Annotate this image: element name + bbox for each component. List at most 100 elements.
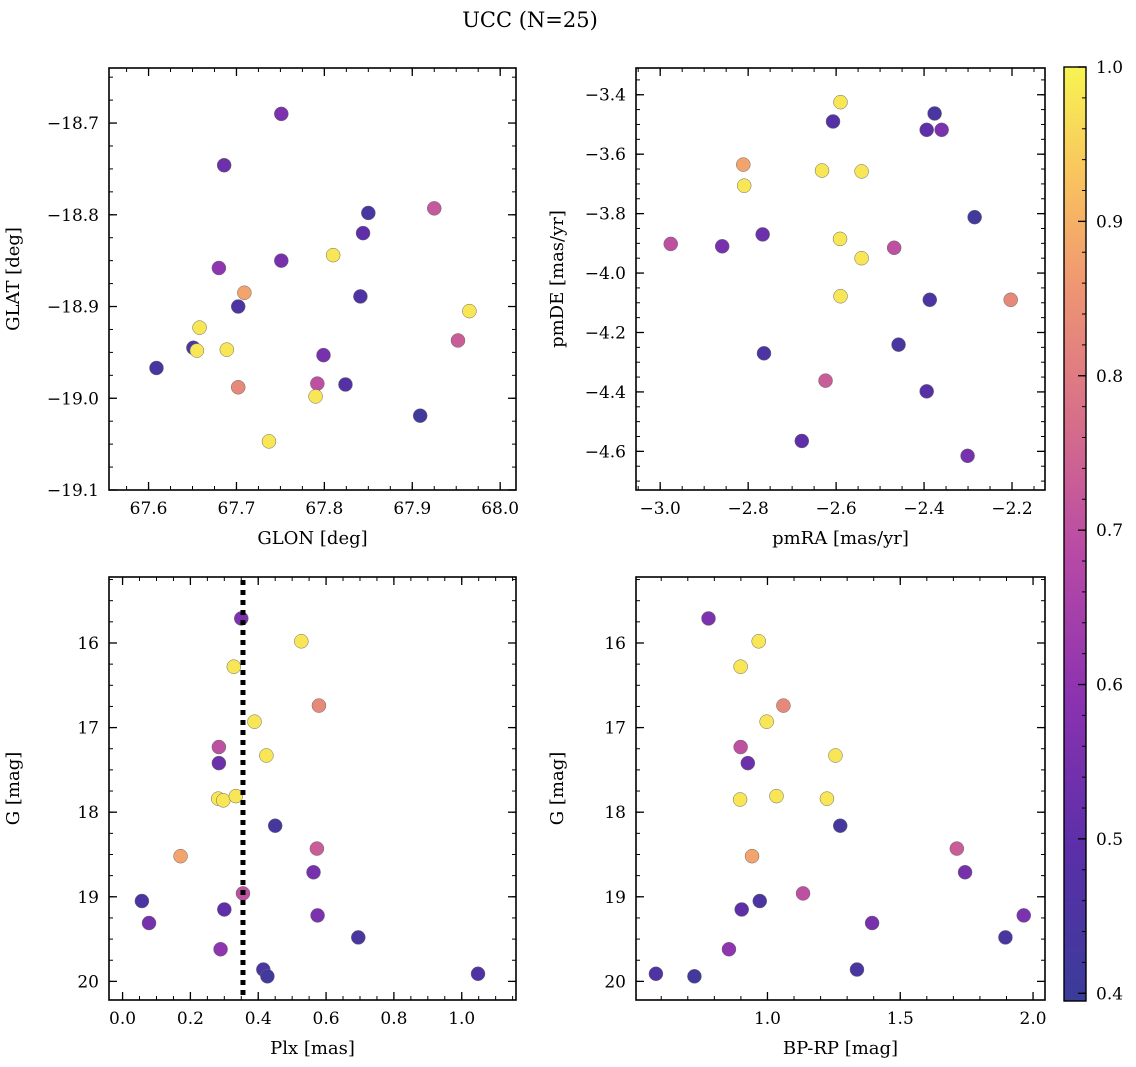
- scatter-point: [832, 818, 848, 833]
- y-tick-label: 20: [604, 972, 626, 992]
- scatter-point: [226, 659, 242, 674]
- scatter-point: [814, 163, 830, 178]
- y-tick-label: −3.4: [585, 86, 626, 106]
- x-tick-label: 1.5: [887, 1009, 914, 1029]
- scatter-point: [733, 739, 748, 755]
- scatter-point: [818, 373, 833, 388]
- x-tick-label: 1.0: [448, 1009, 475, 1029]
- scatter-point: [267, 818, 283, 833]
- scatter-point: [325, 247, 341, 263]
- scatter-point: [687, 969, 702, 984]
- scatter-point: [353, 289, 368, 304]
- y-tick-label: −4.4: [585, 383, 626, 403]
- scatter-point: [211, 739, 227, 755]
- colorbar-tick-label: 1.0: [1096, 58, 1123, 78]
- scatter-point: [274, 106, 289, 122]
- x-tick-label: 67.6: [130, 499, 168, 519]
- scatter-point: [733, 659, 748, 674]
- x-tick-label: −2.4: [903, 499, 944, 519]
- colorbar-tick-label: 0.7: [1096, 521, 1123, 541]
- scatter-point: [849, 962, 865, 977]
- scatter-point: [351, 930, 366, 945]
- y-tick-label: 17: [77, 719, 99, 739]
- scatter-point: [230, 299, 246, 314]
- y-axis-label: pmDE [mas/yr]: [547, 210, 568, 348]
- x-tick-label: 0.6: [313, 1009, 340, 1029]
- scatter-point: [311, 698, 327, 713]
- colorbar: 0.4 0.5 0.6 0.7 0.8 0.9 1.0: [1063, 58, 1123, 1004]
- scatter-point: [967, 209, 982, 225]
- scatter-point: [259, 748, 274, 763]
- scatter-point: [740, 755, 756, 771]
- scatter-point: [237, 285, 252, 301]
- scatter-point: [134, 893, 150, 909]
- scatter-point: [833, 288, 848, 304]
- panel-plx-g: 0.0 0.2 0.4 0.6 0.8 1.0 16 17 18 19 20 Plx [mas] G […: [3, 576, 517, 1059]
- panel-glon-glat: 67.6 67.7 67.8 67.9 68.0 −19.1 −19.0 −18.9 −18.8…: [3, 67, 519, 549]
- scatter-point: [294, 634, 309, 649]
- scatter-point: [828, 748, 843, 763]
- scatter-point: [173, 848, 188, 864]
- scatter-point: [217, 902, 232, 917]
- scatter-point: [247, 714, 262, 729]
- scatter-point: [957, 865, 973, 880]
- scatter-point: [795, 886, 811, 901]
- scatter-point: [211, 755, 227, 771]
- scatter-point: [361, 205, 376, 221]
- scatter-point: [854, 250, 869, 266]
- scatter-point: [310, 376, 325, 391]
- axes-frame: [635, 67, 1046, 491]
- y-tick-label: 16: [604, 634, 626, 654]
- y-tick-label: 19: [604, 888, 626, 908]
- scatter-point: [751, 634, 766, 649]
- scatter-point: [854, 164, 869, 179]
- y-tick-label: −4.6: [585, 442, 626, 462]
- y-axis-label: G [mag]: [547, 752, 568, 825]
- y-tick-label: 18: [77, 803, 99, 823]
- scatter-point: [216, 793, 231, 808]
- scatter-point: [316, 347, 331, 363]
- scatter-point: [776, 698, 791, 713]
- y-tick-label: −18.7: [47, 114, 99, 134]
- scatter-point: [734, 902, 749, 917]
- x-tick-label: 1.0: [754, 1009, 781, 1029]
- scatter-point: [308, 389, 323, 404]
- scatter-point: [355, 225, 371, 241]
- scatter-point: [759, 714, 774, 729]
- x-tick-label: 0.4: [245, 1009, 272, 1029]
- y-tick-label: −18.8: [47, 206, 99, 226]
- scatter-point: [819, 791, 835, 806]
- x-tick-label: 0.0: [109, 1009, 136, 1029]
- x-axis-label: pmRA [mas/yr]: [772, 528, 909, 549]
- colorbar-tick-label: 0.9: [1096, 212, 1123, 232]
- y-axis-label: G [mag]: [3, 752, 24, 825]
- y-tick-label: −19.0: [47, 389, 99, 409]
- panel-pmra-pmde: −3.0 −2.8 −2.6 −2.4 −2.2 −4.6 −4.4 −4.2 −4.0 −3.8…: [547, 67, 1046, 549]
- scatter-point: [141, 915, 157, 931]
- colorbar-tick-label: 0.4: [1096, 984, 1123, 1004]
- scatter-point: [736, 178, 752, 193]
- y-tick-label: −4.0: [585, 264, 626, 284]
- colorbar-tick-label: 0.6: [1096, 676, 1123, 696]
- scatter-point: [721, 941, 737, 957]
- scatter-point: [261, 434, 277, 449]
- scatter-point: [769, 788, 784, 804]
- scatter-point: [794, 433, 810, 449]
- scatter-point: [663, 236, 678, 252]
- scatter-point: [211, 260, 227, 276]
- scatter-point: [886, 240, 902, 256]
- scatter-point: [216, 157, 232, 173]
- y-tick-label: 17: [604, 719, 626, 739]
- scatter-point: [825, 114, 841, 129]
- y-tick-label: −3.8: [585, 205, 626, 225]
- scatter-point: [919, 122, 934, 138]
- scatter-point: [228, 788, 244, 804]
- scatter-point: [752, 893, 768, 909]
- axes-frame: [635, 576, 1046, 1001]
- scatter-point: [274, 253, 289, 268]
- y-tick-label: 16: [77, 634, 99, 654]
- scatter-point: [450, 333, 466, 348]
- y-tick-label: 20: [77, 972, 99, 992]
- scatter-point: [310, 908, 325, 923]
- scatter-point: [309, 841, 325, 856]
